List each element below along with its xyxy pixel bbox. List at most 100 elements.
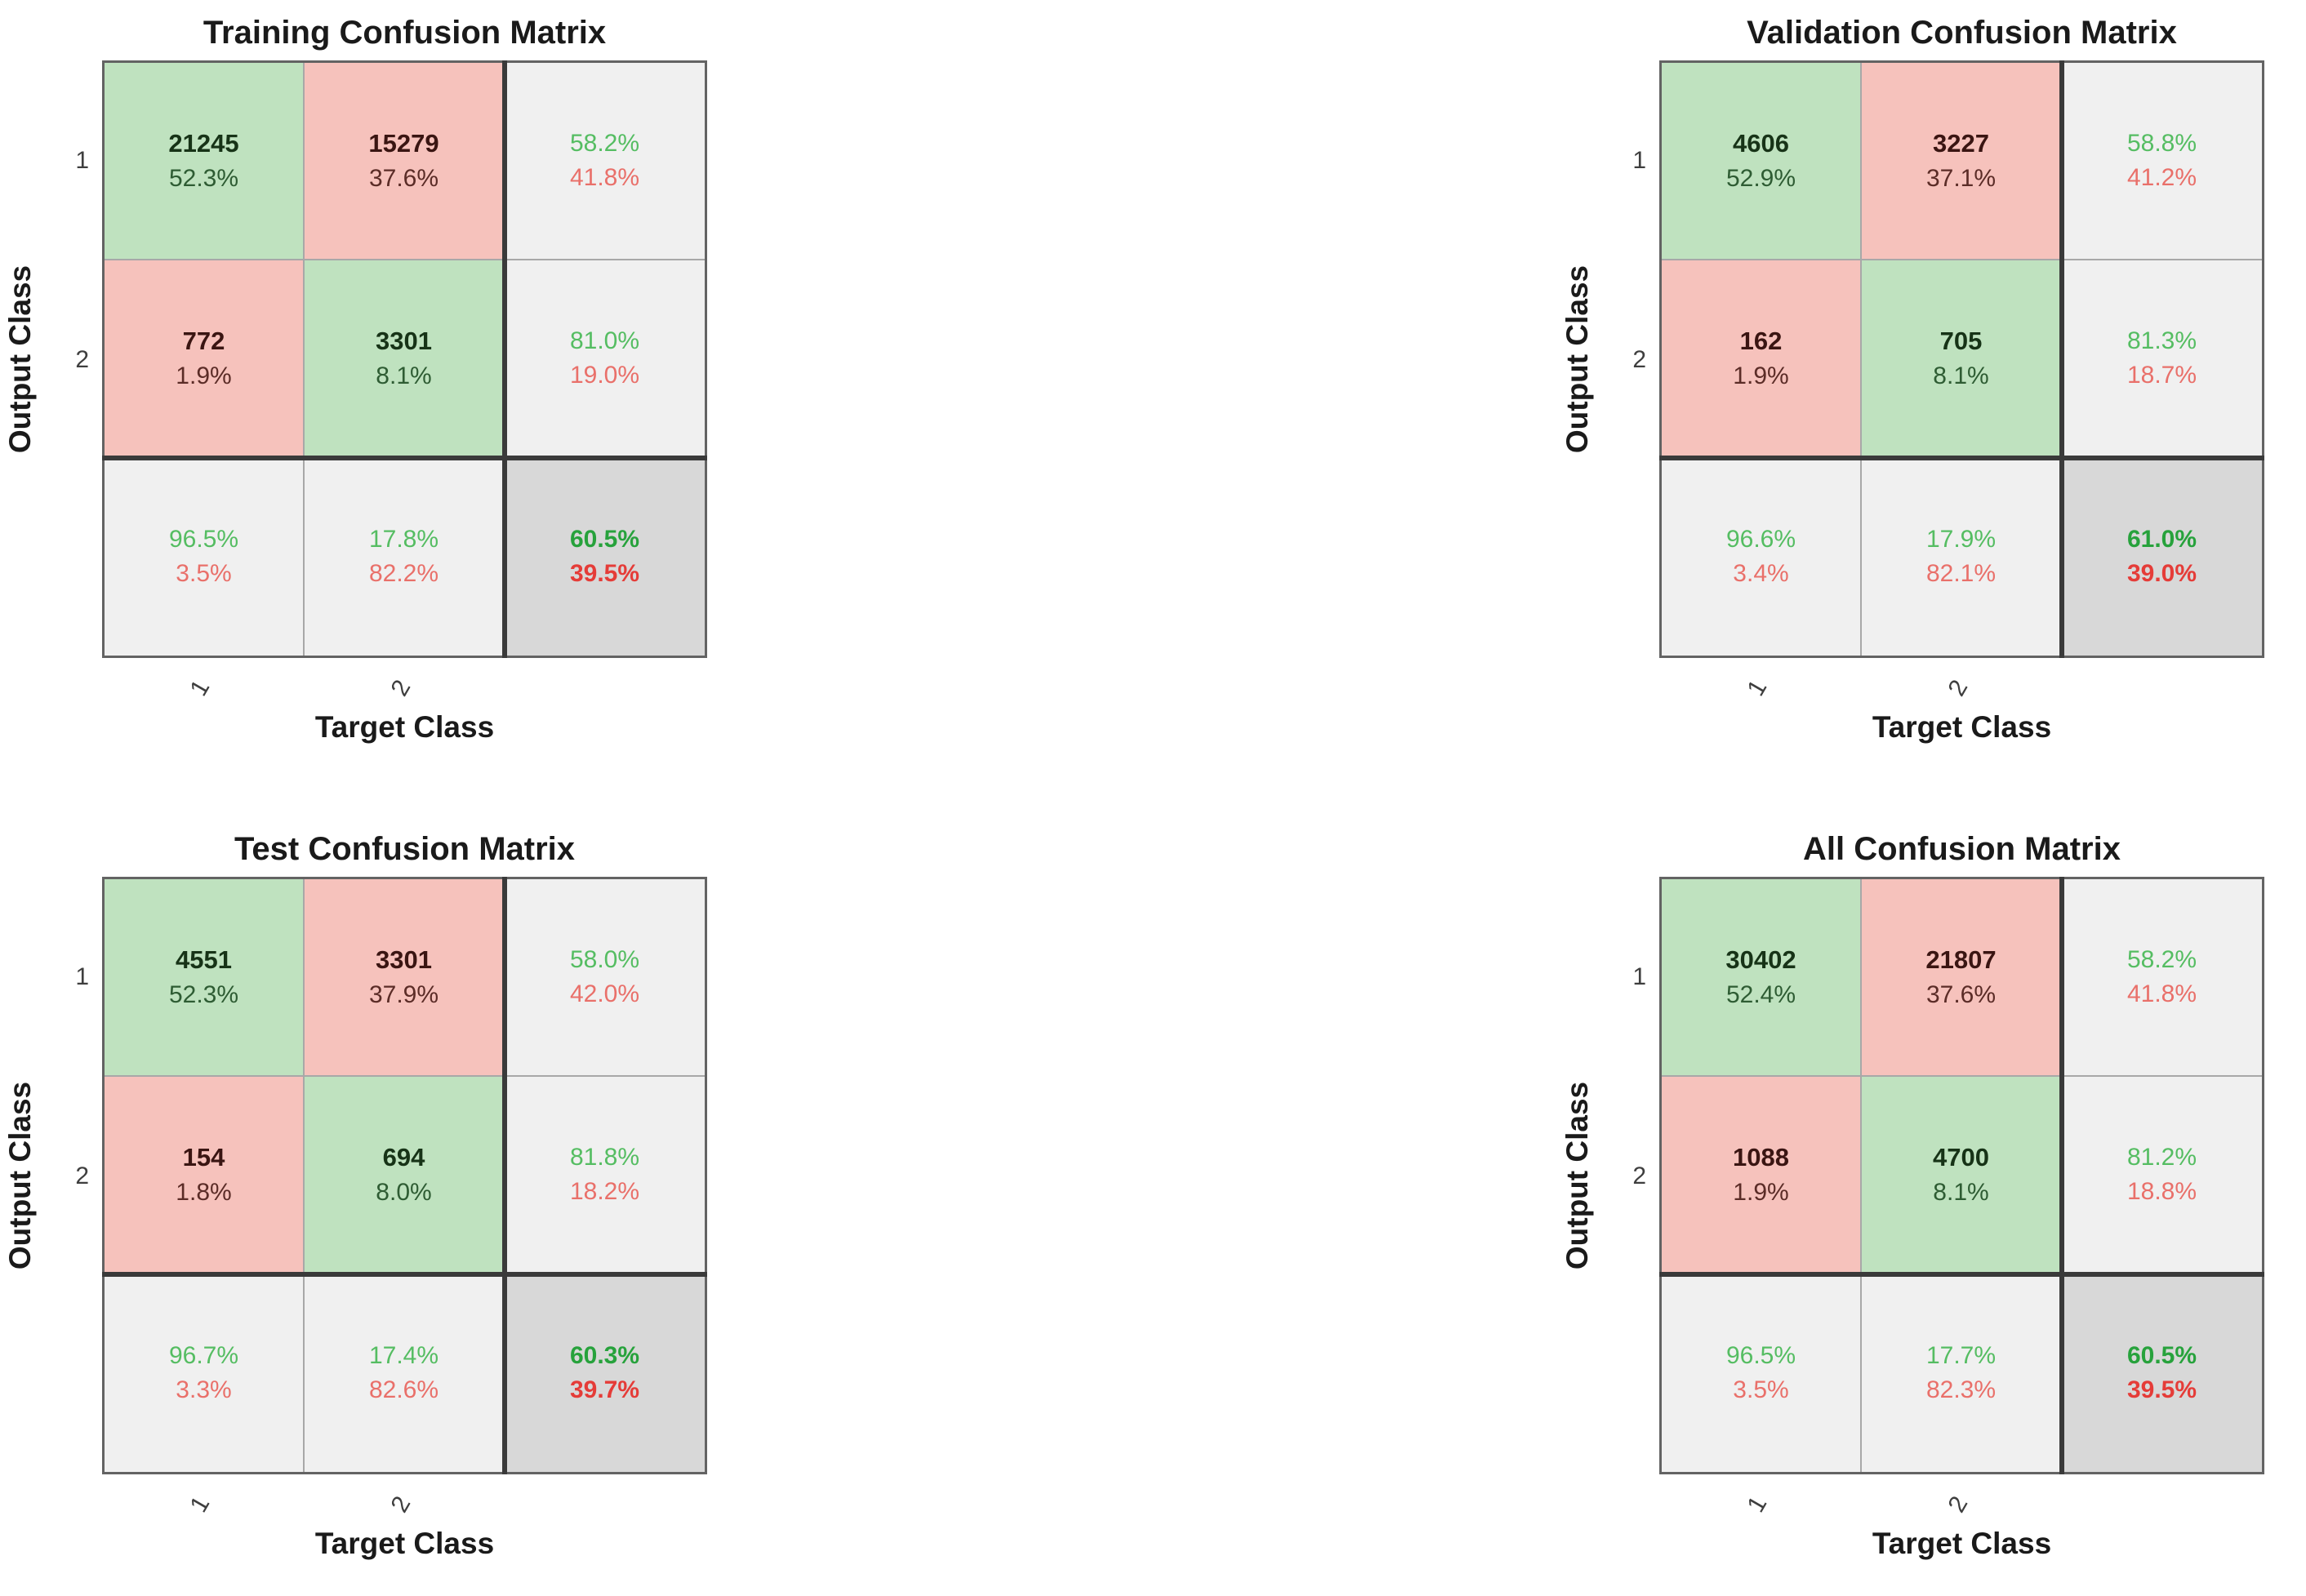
col2-negative-rate: 82.3% <box>1925 1376 1997 1403</box>
cell-count: 4700 <box>1933 1143 1989 1172</box>
all-confusion-matrix-panel: All Confusion Matrix Output Class 1 2 30… <box>1560 828 2296 1596</box>
cell-output2-target1: 154 1.8% <box>105 1077 305 1274</box>
overall-accuracy-cell: 60.3% 39.7% <box>505 1274 705 1472</box>
cell-count: 3227 <box>1933 129 1989 158</box>
y-axis-label: Output Class <box>1555 60 1600 658</box>
row1-positive-rate: 58.2% <box>569 129 640 157</box>
summary-column-separator <box>502 877 507 1474</box>
y-tick-2: 2 <box>75 346 89 373</box>
cell-count: 21807 <box>1925 945 1997 975</box>
cell-count: 4606 <box>1733 129 1789 158</box>
y-axis-label-text: Output Class <box>3 1081 37 1270</box>
row2-negative-rate: 18.7% <box>2126 362 2197 389</box>
cell-output2-target2: 694 8.0% <box>305 1077 505 1274</box>
overall-accuracy-cell: 61.0% 39.0% <box>2062 458 2262 656</box>
col2-positive-rate: 17.8% <box>368 525 439 553</box>
cell-percentage: 52.3% <box>168 164 239 192</box>
y-tick-1: 1 <box>75 963 89 990</box>
cell-output2-target1: 162 1.9% <box>1662 260 1862 458</box>
x-tick-2: 2 <box>385 1492 416 1518</box>
cell-count: 162 <box>1739 327 1783 356</box>
y-axis-label-text: Output Class <box>1560 265 1594 454</box>
x-tick-1: 1 <box>185 675 216 701</box>
y-tick-2: 2 <box>1632 346 1646 373</box>
col2-summary-cell: 17.8% 82.2% <box>305 458 505 656</box>
cell-percentage: 1.9% <box>176 362 232 389</box>
y-axis-label: Output Class <box>1555 877 1600 1474</box>
row2-summary-cell: 81.0% 19.0% <box>505 260 705 458</box>
row2-positive-rate: 81.8% <box>569 1143 640 1171</box>
cell-output1-target1: 4551 52.3% <box>105 879 305 1077</box>
panel-title: All Confusion Matrix <box>1803 831 2121 867</box>
cell-percentage: 37.9% <box>368 980 439 1008</box>
panel-title: Training Confusion Matrix <box>203 15 607 51</box>
row1-negative-rate: 41.2% <box>2126 164 2197 191</box>
x-axis-label: Target Class <box>314 710 495 744</box>
cell-percentage: 37.6% <box>368 164 439 192</box>
row1-negative-rate: 41.8% <box>569 164 640 191</box>
summary-row-separator <box>102 1272 707 1277</box>
cell-output1-target2: 3301 37.9% <box>305 879 505 1077</box>
training-confusion-matrix-panel: Training Confusion Matrix Output Class 1… <box>3 11 739 795</box>
row1-positive-rate: 58.0% <box>569 945 640 973</box>
cell-output2-target1: 1088 1.9% <box>1662 1077 1862 1274</box>
cell-percentage: 8.0% <box>376 1178 432 1206</box>
summary-row-separator <box>1659 456 2264 460</box>
cell-percentage: 37.1% <box>1925 164 1997 192</box>
col1-positive-rate: 96.5% <box>1725 1341 1796 1369</box>
y-axis-label-text: Output Class <box>1560 1081 1594 1270</box>
cell-output1-target2: 15279 37.6% <box>305 63 505 260</box>
row2-negative-rate: 18.2% <box>569 1178 640 1205</box>
row2-negative-rate: 18.8% <box>2126 1178 2197 1205</box>
col2-positive-rate: 17.9% <box>1925 525 1997 553</box>
cell-output1-target2: 21807 37.6% <box>1862 879 2062 1077</box>
cell-output2-target2: 4700 8.1% <box>1862 1077 2062 1274</box>
overall-accuracy-cell: 60.5% 39.5% <box>2062 1274 2262 1472</box>
col1-negative-rate: 3.3% <box>176 1376 232 1403</box>
col2-summary-cell: 17.7% 82.3% <box>1862 1274 2062 1472</box>
col1-summary-cell: 96.6% 3.4% <box>1662 458 1862 656</box>
x-axis-label: Target Class <box>314 1527 495 1560</box>
confusion-grid: 30402 52.4% 21807 37.6% 58.2% 41.8% 1088… <box>1659 877 2264 1474</box>
overall-accuracy: 61.0% <box>2126 525 2197 553</box>
overall-accuracy: 60.3% <box>569 1341 640 1369</box>
cell-percentage: 52.4% <box>1725 980 1796 1008</box>
cell-count: 3301 <box>376 945 432 975</box>
cell-output1-target2: 3227 37.1% <box>1862 63 2062 260</box>
cell-count: 1088 <box>1733 1143 1789 1172</box>
y-tick-1: 1 <box>1632 147 1646 174</box>
cell-percentage: 52.9% <box>1725 164 1796 192</box>
col1-negative-rate: 3.5% <box>176 560 232 587</box>
row2-positive-rate: 81.3% <box>2126 327 2197 354</box>
cell-count: 154 <box>182 1143 225 1172</box>
y-axis-label: Output Class <box>0 877 43 1474</box>
col1-negative-rate: 3.4% <box>1733 560 1789 587</box>
col1-summary-cell: 96.5% 3.5% <box>1662 1274 1862 1472</box>
cell-percentage: 1.9% <box>1733 362 1789 389</box>
x-tick-2: 2 <box>385 675 416 701</box>
row1-summary-cell: 58.0% 42.0% <box>505 879 705 1077</box>
summary-row-separator <box>102 456 707 460</box>
cell-count: 21245 <box>168 129 239 158</box>
summary-column-separator <box>502 60 507 658</box>
cell-percentage: 1.8% <box>176 1178 232 1206</box>
cell-count: 15279 <box>368 129 439 158</box>
x-tick-2: 2 <box>1943 675 1974 701</box>
x-tick-1: 1 <box>1742 675 1773 701</box>
cell-output2-target2: 3301 8.1% <box>305 260 505 458</box>
cell-count: 705 <box>1939 327 1983 356</box>
row1-summary-cell: 58.2% 41.8% <box>505 63 705 260</box>
cell-count: 694 <box>382 1143 425 1172</box>
col2-negative-rate: 82.6% <box>368 1376 439 1403</box>
summary-column-separator <box>2059 877 2064 1474</box>
y-tick-2: 2 <box>75 1163 89 1189</box>
row2-summary-cell: 81.3% 18.7% <box>2062 260 2262 458</box>
confusion-grid: 4551 52.3% 3301 37.9% 58.0% 42.0% 154 1.… <box>102 877 707 1474</box>
panel-title: Validation Confusion Matrix <box>1747 15 2177 51</box>
cell-count: 772 <box>182 327 225 356</box>
row2-positive-rate: 81.2% <box>2126 1143 2197 1171</box>
cell-output2-target2: 705 8.1% <box>1862 260 2062 458</box>
row1-negative-rate: 42.0% <box>569 980 640 1007</box>
row1-positive-rate: 58.8% <box>2126 129 2197 157</box>
col2-positive-rate: 17.7% <box>1925 1341 1997 1369</box>
